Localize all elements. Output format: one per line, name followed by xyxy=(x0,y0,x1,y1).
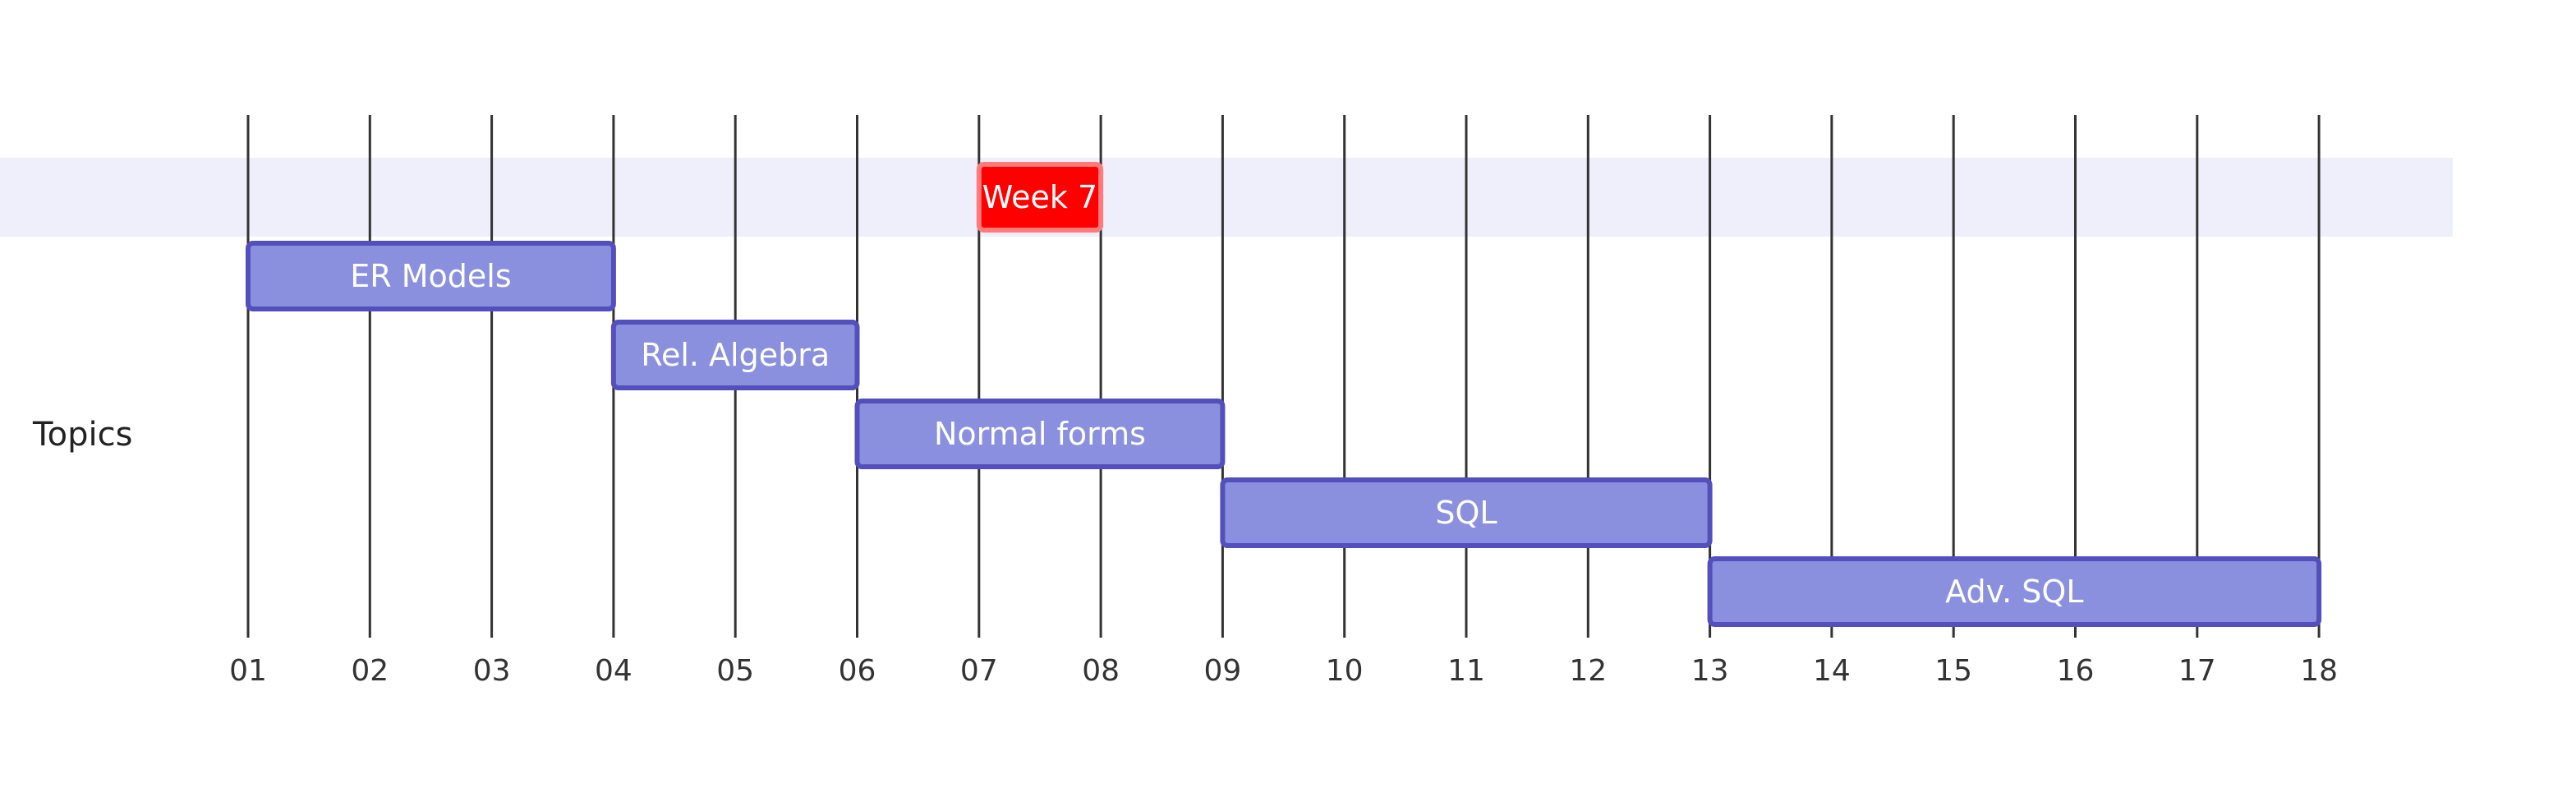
x-axis: 01 02 03 04 05 06 07 08 09 10 11 12 13 14 15 16 17 18 xyxy=(229,654,2338,688)
x-tick-label: 09 xyxy=(1203,654,1241,688)
task-bar xyxy=(976,162,1104,233)
task-bar xyxy=(854,399,1226,469)
x-tick-label: 06 xyxy=(839,654,876,688)
task-bar xyxy=(246,241,616,311)
x-tick-label: 03 xyxy=(473,654,511,688)
x-tick-label: 05 xyxy=(716,654,754,688)
task-bars: Week 7 ER Models Rel. Algebra Normal forms S… xyxy=(246,162,2322,627)
x-tick-label: 18 xyxy=(2300,654,2338,688)
x-tick-label: 01 xyxy=(229,654,267,688)
task-label: Rel. Algebra xyxy=(641,337,830,373)
task-label: Adv. SQL xyxy=(1945,574,2083,610)
x-tick-label: 17 xyxy=(2178,654,2216,688)
task-bar xyxy=(1220,477,1713,548)
task-bar-group: Rel. Algebra xyxy=(610,320,860,390)
x-grid xyxy=(246,115,2321,638)
x-tick-label: 16 xyxy=(2057,654,2095,688)
task-label: ER Models xyxy=(350,258,511,294)
task-bar-group: ER Models xyxy=(246,241,616,311)
x-tick-label: 11 xyxy=(1447,654,1485,688)
task-bar-group: Week 7 xyxy=(976,162,1104,233)
task-label: Normal forms xyxy=(934,416,1146,452)
task-label: Week 7 xyxy=(982,179,1097,215)
x-tick-label: 10 xyxy=(1326,654,1364,688)
x-tick-label: 08 xyxy=(1082,654,1120,688)
section-background xyxy=(0,158,2453,237)
task-label: SQL xyxy=(1435,495,1497,531)
x-tick-label: 04 xyxy=(595,654,632,688)
x-tick-label: 07 xyxy=(960,654,998,688)
section-label: Topics xyxy=(32,416,132,454)
task-bar xyxy=(1707,556,2322,627)
task-bar-group: Normal forms xyxy=(854,399,1226,469)
task-bar xyxy=(610,320,860,390)
x-tick-label: 13 xyxy=(1691,654,1729,688)
task-bar-group: SQL xyxy=(1220,477,1713,548)
x-tick-label: 12 xyxy=(1569,654,1607,688)
task-bar-group: Adv. SQL xyxy=(1707,556,2322,627)
x-tick-label: 02 xyxy=(351,654,389,688)
x-tick-label: 15 xyxy=(1934,654,1972,688)
x-tick-label: 14 xyxy=(1813,654,1851,688)
section-labels: Topics xyxy=(32,416,132,454)
